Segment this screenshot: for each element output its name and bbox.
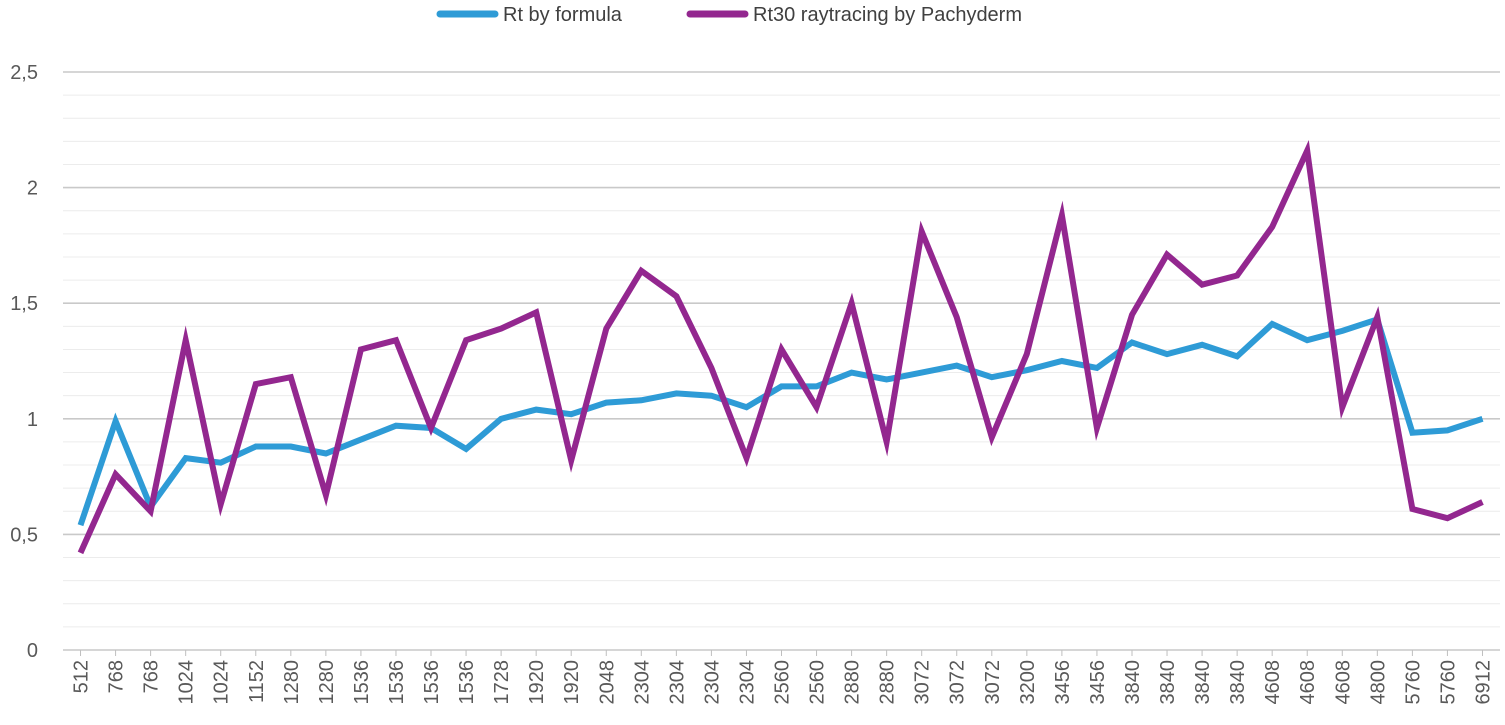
x-tick-label: 3072 xyxy=(947,660,969,705)
x-tick-label: 4608 xyxy=(1332,660,1354,705)
x-tick-label: 1280 xyxy=(281,660,303,705)
x-tick-label: 2880 xyxy=(842,660,864,705)
x-tick-label: 1536 xyxy=(421,660,443,705)
x-tick-label: 2304 xyxy=(736,660,758,705)
x-tick-label: 1152 xyxy=(246,660,268,703)
x-tick-label: 3840 xyxy=(1227,660,1249,705)
y-tick-label: 2 xyxy=(27,178,38,200)
x-tick-label: 4608 xyxy=(1262,660,1284,705)
x-tick-label: 1280 xyxy=(316,660,338,705)
x-tick-label: 1728 xyxy=(491,660,513,705)
x-tick-label: 1920 xyxy=(526,660,548,705)
x-tick-label: 5760 xyxy=(1402,660,1424,705)
legend-label-rt-by-formula: Rt by formula xyxy=(503,4,623,26)
x-tick-label: 2304 xyxy=(666,660,688,705)
x-tick-label: 3840 xyxy=(1157,660,1179,705)
x-tick-label: 2048 xyxy=(596,660,618,705)
x-tick-label: 1536 xyxy=(456,660,478,705)
x-tick-label: 512 xyxy=(71,660,93,693)
x-tick-label: 768 xyxy=(141,660,163,693)
x-tick-label: 2304 xyxy=(631,660,653,705)
x-tick-label: 2560 xyxy=(772,660,794,705)
x-tick-label: 3840 xyxy=(1122,660,1144,705)
x-tick-label: 1024 xyxy=(176,660,198,705)
x-tick-label: 3456 xyxy=(1087,660,1109,705)
x-tick-label: 768 xyxy=(106,660,128,693)
x-tick-label: 4800 xyxy=(1367,660,1389,705)
x-tick-label: 3840 xyxy=(1192,660,1214,705)
x-tick-label: 3072 xyxy=(982,660,1004,705)
x-tick-label: 6912 xyxy=(1472,660,1494,705)
y-axis-ticks: 0 0,5 1 1,5 2 2,5 xyxy=(10,62,38,662)
x-tick-label: 1536 xyxy=(351,660,373,705)
x-tick-label: 2304 xyxy=(701,660,723,705)
minor-gridlines xyxy=(63,94,1500,628)
series-layer xyxy=(77,139,1484,555)
x-tick-label: 3456 xyxy=(1052,660,1074,705)
y-tick-label: 1,5 xyxy=(10,293,38,315)
x-tick-label: 4608 xyxy=(1297,660,1319,705)
legend-label-rt30-raytracing: Rt30 raytracing by Pachyderm xyxy=(753,4,1022,26)
y-tick-label: 0,5 xyxy=(10,524,38,546)
x-tick-label: 5760 xyxy=(1437,660,1459,705)
legend[interactable]: Rt by formula Rt30 raytracing by Pachyde… xyxy=(436,4,1022,26)
y-tick-label: 1 xyxy=(27,409,38,431)
y-tick-label: 0 xyxy=(27,640,38,662)
x-tick-label: 3200 xyxy=(1017,660,1039,705)
x-tick-label: 2880 xyxy=(877,660,899,705)
x-tick-label: 1536 xyxy=(386,660,408,705)
x-axis-ticks: 512 768 768 1024 1024 1152 1280 1280 1536 1536 153… xyxy=(71,650,1494,705)
x-tick-label: 2560 xyxy=(807,660,829,705)
x-tick-label: 1024 xyxy=(211,660,233,705)
x-tick-label: 3072 xyxy=(912,660,934,705)
y-tick-label: 2,5 xyxy=(10,62,38,84)
major-gridlines xyxy=(63,71,1500,651)
series-line-rt30-raytracing[interactable] xyxy=(77,139,1484,555)
x-tick-label: 1920 xyxy=(561,660,583,705)
